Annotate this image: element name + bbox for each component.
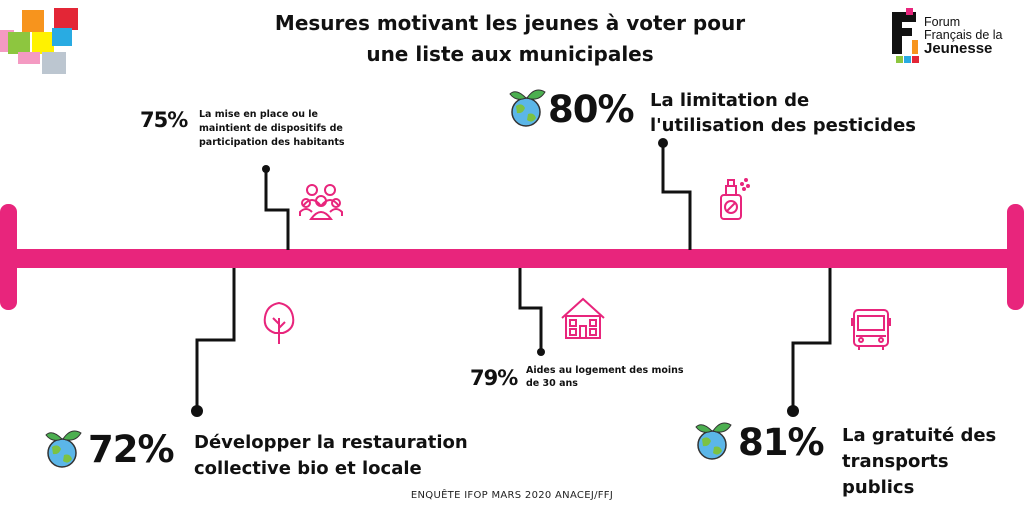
connector-logement (518, 268, 543, 352)
label-transports: La gratuité des transports publics (842, 425, 997, 498)
timeline-left-cap (0, 204, 17, 310)
dot-restauration (191, 405, 203, 417)
spray-bottle-icon (720, 178, 750, 220)
page-title: Mesures motivant les jeunes à voter pour… (230, 8, 790, 70)
logo-text: Forum Français de la Jeunesse (924, 15, 1003, 57)
ffj-logo: Forum Français de la Jeunesse (888, 8, 1018, 68)
earth-icon (695, 422, 732, 460)
timeline-right-cap (1007, 204, 1024, 310)
people-group-icon (299, 184, 343, 220)
percent-pesticides: 80% (548, 88, 635, 131)
earth-icon (509, 89, 546, 127)
dot-participation (262, 165, 270, 173)
percent-transports: 81% (738, 421, 825, 464)
dot-pesticides (658, 138, 668, 148)
dot-transports (787, 405, 799, 417)
dot-logement (537, 348, 545, 356)
label-logement: Aides au logement des moins de 30 ans (526, 365, 684, 389)
timeline-bar (8, 249, 1016, 268)
earth-icon (45, 430, 82, 468)
percent-participation: 75% (140, 108, 188, 132)
connector-transports (791, 268, 832, 410)
bus-icon (851, 309, 891, 350)
percent-logement: 79% (470, 366, 518, 390)
percent-restauration: 72% (88, 428, 175, 471)
tree-icon (263, 301, 295, 344)
source-credit: ENQUÊTE IFOP MARS 2020 ANACEJ/FFJ (410, 490, 614, 501)
decorative-squares (0, 0, 80, 80)
label-restauration: Développer la restauration collective bi… (194, 432, 468, 479)
title-line-1: Mesures motivant les jeunes à voter pour (274, 11, 746, 35)
connector-pesticides (661, 144, 692, 250)
connector-restauration (195, 268, 236, 410)
title-line-2: une liste aux municipales (366, 42, 654, 66)
label-participation: La mise en place ou le maintient de disp… (199, 109, 345, 148)
house-icon (561, 297, 605, 339)
label-pesticides: La limitation de l'utilisation des pesti… (650, 90, 916, 136)
connector-participation (264, 170, 290, 250)
